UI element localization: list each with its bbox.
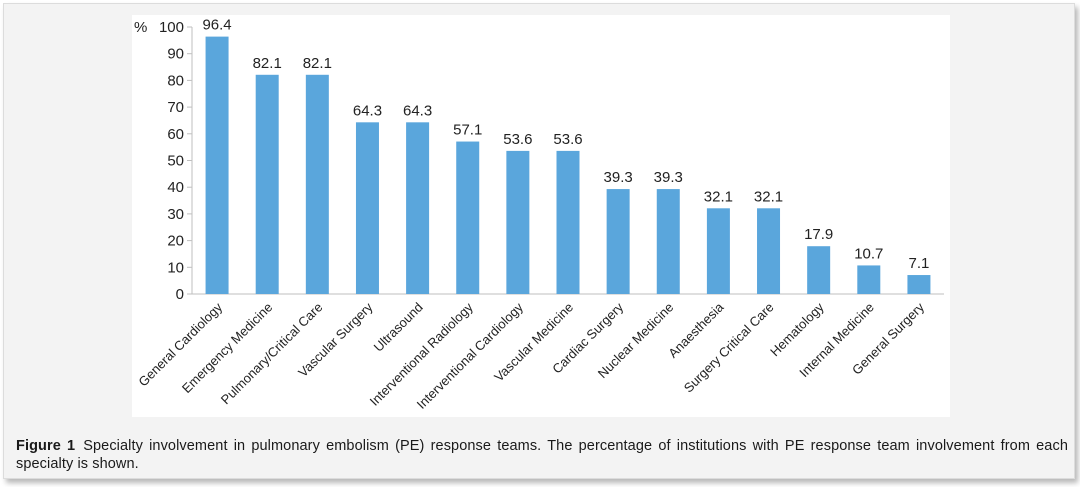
bar — [857, 265, 881, 294]
data-label: 64.3 — [353, 102, 382, 119]
data-label: 32.1 — [754, 188, 783, 205]
y-unit-label: % — [134, 19, 147, 36]
chart-panel: 0 10 20 30 40 50 60 70 80 90 100% 96.4 General Cardi… — [132, 15, 950, 417]
bar — [656, 189, 680, 294]
data-label: 53.6 — [553, 131, 582, 148]
y-tick-label: 0 — [176, 286, 184, 303]
data-label: 7.1 — [909, 255, 930, 272]
y-tick-label: 30 — [167, 206, 184, 223]
y-tick-label: 50 — [167, 153, 184, 170]
y-tick-label: 20 — [167, 233, 184, 250]
data-label: 32.1 — [704, 188, 733, 205]
data-label: 10.7 — [854, 245, 883, 262]
figure-frame: 0 10 20 30 40 50 60 70 80 90 100% 96.4 General Cardi… — [3, 3, 1075, 479]
y-tick-label: 40 — [167, 179, 184, 196]
category-label: Surgery Critical Care — [681, 300, 777, 396]
category-label: Emergency Medicine — [179, 300, 275, 396]
data-label: 57.1 — [453, 122, 482, 139]
bar — [907, 275, 931, 294]
y-tick-label: 90 — [167, 46, 184, 63]
bar — [305, 74, 329, 294]
bar — [556, 150, 580, 294]
data-label: 17.9 — [804, 226, 833, 243]
data-label: 39.3 — [604, 169, 633, 186]
bar-chart: 0 10 20 30 40 50 60 70 80 90 100% 96.4 General Cardi… — [134, 17, 944, 412]
data-label: 53.6 — [503, 131, 532, 148]
data-label: 82.1 — [303, 55, 332, 72]
category-label: Pulmonary/Critical Care — [218, 300, 326, 408]
bar — [406, 122, 430, 294]
bar — [355, 122, 379, 294]
y-tick-label: 60 — [167, 126, 184, 143]
caption-text: Specialty involvement in pulmonary embol… — [16, 438, 1068, 472]
bar — [706, 208, 730, 294]
y-tick-label: 80 — [167, 72, 184, 89]
data-label: 39.3 — [654, 169, 683, 186]
data-label: 96.4 — [202, 17, 231, 34]
data-label: 82.1 — [253, 55, 282, 72]
bar — [807, 246, 831, 294]
bar — [205, 36, 229, 294]
bar — [606, 189, 630, 294]
bar — [255, 74, 279, 294]
caption-label: Figure 1 — [16, 438, 76, 454]
bar — [757, 208, 781, 294]
bar — [456, 141, 480, 294]
y-tick-label: 100 — [159, 19, 184, 36]
y-tick-label: 10 — [167, 259, 184, 276]
figure-caption: Figure 1 Specialty involvement in pulmona… — [16, 437, 1068, 473]
y-tick-label: 70 — [167, 99, 184, 116]
data-label: 64.3 — [403, 102, 432, 119]
category-label: General Cardiology — [135, 299, 225, 389]
bar — [506, 150, 530, 294]
